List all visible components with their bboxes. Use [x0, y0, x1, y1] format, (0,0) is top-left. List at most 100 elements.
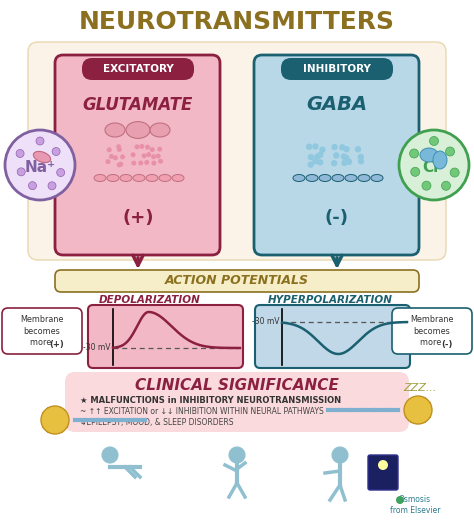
FancyBboxPatch shape	[254, 55, 419, 255]
Circle shape	[36, 137, 44, 145]
Circle shape	[151, 154, 156, 159]
Circle shape	[151, 160, 156, 166]
FancyBboxPatch shape	[392, 308, 472, 354]
Circle shape	[109, 154, 114, 159]
Ellipse shape	[306, 175, 318, 181]
FancyBboxPatch shape	[368, 455, 398, 490]
Circle shape	[312, 143, 319, 150]
Circle shape	[142, 153, 146, 158]
Circle shape	[343, 146, 350, 153]
Text: ZZZ...: ZZZ...	[403, 383, 437, 393]
Circle shape	[314, 153, 320, 160]
Circle shape	[317, 159, 323, 166]
FancyBboxPatch shape	[88, 305, 243, 368]
Ellipse shape	[120, 175, 132, 181]
Ellipse shape	[358, 175, 370, 181]
Ellipse shape	[133, 175, 145, 181]
Circle shape	[131, 152, 136, 157]
FancyBboxPatch shape	[28, 42, 446, 260]
Text: (+): (+)	[122, 209, 154, 227]
Text: DEPOLARIZATION: DEPOLARIZATION	[99, 295, 201, 305]
Circle shape	[410, 167, 419, 176]
Circle shape	[139, 144, 144, 149]
FancyBboxPatch shape	[82, 58, 194, 80]
FancyBboxPatch shape	[281, 58, 393, 80]
Circle shape	[450, 168, 459, 177]
Ellipse shape	[420, 148, 438, 162]
Circle shape	[155, 154, 161, 158]
Text: Membrane
becomes
more: Membrane becomes more	[410, 315, 454, 348]
Text: GLUTAMATE: GLUTAMATE	[83, 96, 193, 114]
Circle shape	[120, 154, 125, 159]
Text: NEUROTRANSMITTERS: NEUROTRANSMITTERS	[79, 10, 395, 34]
Text: (-): (-)	[325, 209, 349, 227]
Circle shape	[339, 144, 346, 151]
Circle shape	[158, 159, 163, 164]
Circle shape	[131, 160, 137, 166]
Circle shape	[144, 160, 149, 165]
Text: EXCITATORY: EXCITATORY	[103, 64, 173, 74]
Circle shape	[117, 147, 122, 152]
Circle shape	[146, 152, 151, 157]
Circle shape	[341, 160, 348, 166]
Ellipse shape	[126, 121, 150, 139]
Ellipse shape	[172, 175, 184, 181]
Circle shape	[333, 152, 339, 158]
Circle shape	[135, 144, 139, 150]
Ellipse shape	[94, 175, 106, 181]
Circle shape	[308, 162, 314, 168]
Circle shape	[138, 160, 143, 166]
Ellipse shape	[159, 175, 171, 181]
Circle shape	[48, 182, 56, 190]
Circle shape	[118, 162, 123, 167]
Text: GABA: GABA	[306, 95, 367, 115]
Text: (-): (-)	[441, 340, 453, 349]
Circle shape	[378, 460, 388, 470]
Circle shape	[396, 496, 404, 504]
Ellipse shape	[319, 175, 331, 181]
Circle shape	[346, 158, 352, 165]
Circle shape	[355, 146, 361, 153]
Circle shape	[102, 447, 118, 463]
Text: -30 mV: -30 mV	[83, 343, 111, 353]
Text: CLINICAL SIGNIFICANCE: CLINICAL SIGNIFICANCE	[135, 378, 339, 393]
Text: Cl⁻: Cl⁻	[422, 159, 446, 175]
Circle shape	[5, 130, 75, 200]
Text: Na⁺: Na⁺	[25, 159, 55, 175]
Text: ACTION POTENTIALS: ACTION POTENTIALS	[165, 275, 309, 288]
Circle shape	[404, 396, 432, 424]
Ellipse shape	[33, 152, 51, 163]
Circle shape	[229, 447, 245, 463]
Circle shape	[446, 147, 455, 156]
Text: Membrane
becomes
more: Membrane becomes more	[20, 315, 64, 348]
Circle shape	[116, 144, 121, 149]
Circle shape	[17, 168, 25, 176]
Circle shape	[52, 147, 60, 155]
Circle shape	[357, 154, 364, 160]
Circle shape	[317, 152, 324, 158]
Text: Osmosis
from Elsevier: Osmosis from Elsevier	[390, 495, 440, 515]
Ellipse shape	[105, 123, 125, 137]
Circle shape	[312, 158, 319, 165]
Circle shape	[331, 160, 337, 166]
Circle shape	[341, 153, 347, 160]
Text: HYPERPOLARIZATION: HYPERPOLARIZATION	[267, 295, 392, 305]
FancyBboxPatch shape	[255, 305, 410, 368]
Circle shape	[117, 163, 122, 167]
Circle shape	[441, 181, 450, 190]
Ellipse shape	[433, 151, 447, 169]
Circle shape	[306, 144, 312, 150]
Text: (+): (+)	[50, 340, 64, 349]
Circle shape	[157, 146, 162, 152]
Text: INHIBITORY: INHIBITORY	[303, 64, 371, 74]
Text: -30 mV: -30 mV	[253, 317, 280, 327]
Ellipse shape	[293, 175, 305, 181]
Circle shape	[422, 181, 431, 190]
Circle shape	[358, 158, 365, 165]
Circle shape	[331, 144, 338, 150]
Text: ↳EPILEPSY, MOOD, & SLEEP DISORDERS: ↳EPILEPSY, MOOD, & SLEEP DISORDERS	[80, 417, 234, 427]
Ellipse shape	[107, 175, 119, 181]
Text: ~ ↑↑ EXCITATION or ↓↓ INHIBITION WITHIN NEURAL PATHWAYS: ~ ↑↑ EXCITATION or ↓↓ INHIBITION WITHIN …	[80, 407, 324, 416]
Ellipse shape	[332, 175, 344, 181]
Circle shape	[410, 149, 419, 158]
